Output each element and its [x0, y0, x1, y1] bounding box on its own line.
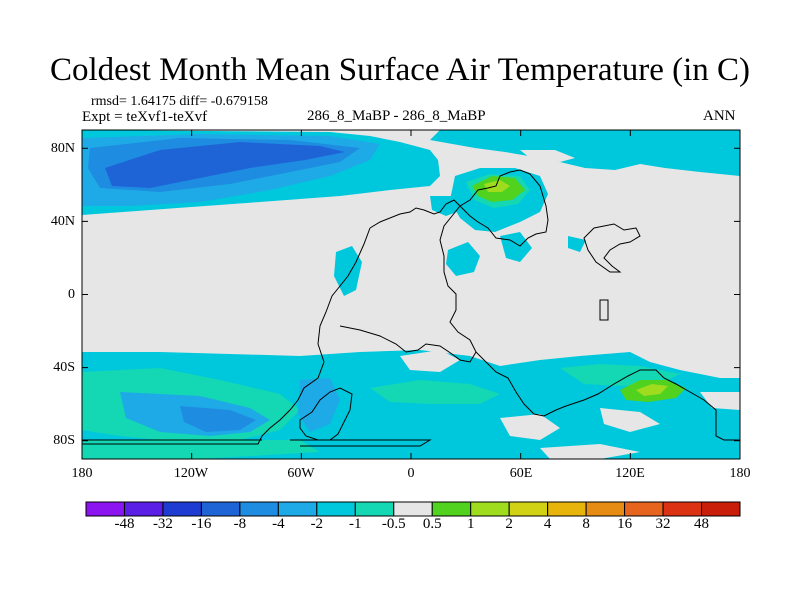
pacific-east-cyan-patch: [568, 236, 586, 252]
colorbar-label: 16: [617, 516, 633, 532]
colorbar-label: 4: [543, 516, 552, 532]
southern-light-blue-region: [120, 378, 340, 436]
eurasia-yellow-green-anomaly: [484, 180, 510, 192]
colorbar-swatch: [239, 501, 279, 517]
x-tick-label-120e: 120E: [615, 466, 645, 481]
x-tick-label-180w: 180: [71, 466, 93, 481]
colorbar-label: 48: [694, 516, 710, 532]
map-field: [82, 130, 740, 459]
colorbar-label: -8: [233, 516, 247, 532]
experiment-label: Expt = teXvf1-teXvf: [82, 109, 208, 125]
axis-ticks: [81, 130, 741, 459]
colorbar-label: -0.5: [381, 516, 406, 532]
x-tick-label-60e: 60E: [509, 466, 533, 481]
x-tick-label-180e: 180: [729, 466, 751, 481]
colorbar-swatch: [624, 501, 664, 517]
colorbar-label: -32: [152, 516, 173, 532]
colorbar-label: -2: [310, 516, 324, 532]
colorbar-label: -1: [349, 516, 362, 532]
colorbar-swatch: [431, 501, 472, 517]
antarctic-teal-strip: [82, 440, 320, 459]
colorbar-label: -4: [272, 516, 285, 532]
southern-blue-region: [180, 406, 256, 432]
arctic-east-cyan: [500, 144, 740, 166]
colorbar-swatch: [277, 501, 318, 517]
colorbar: [85, 501, 741, 517]
plot-title: Coldest Month Mean Surface Air Temperatu…: [50, 52, 750, 88]
colorbar-swatch: [316, 501, 356, 517]
colorbar-swatch: [508, 501, 549, 517]
colorbar-label: 8: [582, 516, 590, 532]
continent-outlines: [82, 169, 740, 447]
x-tick-label-60w: 60W: [287, 466, 315, 481]
colorbar-label: 0.5: [422, 516, 442, 532]
colorbar-label: -48: [114, 516, 135, 532]
y-tick-label-80S: 80S: [53, 433, 75, 448]
africa-cyan-patch: [446, 242, 480, 276]
northern-dark-blue-region: [105, 142, 345, 188]
y-tick-label-40N: 40N: [50, 214, 75, 229]
x-tick-label-120w: 120W: [173, 466, 209, 481]
colorbar-swatch: [162, 501, 202, 517]
colorbar-label: 1: [466, 516, 475, 532]
colorbar-swatch: [85, 501, 125, 517]
y-tick-label-40S: 40S: [53, 360, 75, 375]
colorbar-swatch: [200, 501, 241, 517]
colorbar-swatch: [662, 501, 703, 517]
north-pacific-cyan-patch: [430, 196, 462, 216]
y-tick-label-0: 0: [68, 287, 75, 302]
colorbar-swatch: [393, 501, 433, 517]
colorbar-label: 32: [655, 516, 671, 532]
colorbar-swatch: [470, 501, 510, 517]
colorbar-swatch: [547, 501, 587, 517]
colorbar-label: -16: [191, 516, 212, 532]
southern-yellow-green-anomaly: [636, 384, 668, 396]
atlantic-cyan-patch: [334, 246, 362, 296]
y-tick-label-80N: 80N: [50, 141, 75, 156]
colorbar-swatch: [354, 501, 395, 517]
colorbar-swatch: [585, 501, 626, 517]
arctic-neutral-patch: [520, 150, 575, 162]
colorbar-swatch: [123, 501, 164, 517]
x-tick-label-0: 0: [407, 466, 415, 481]
colorbar-swatch: [701, 501, 741, 517]
center-label: 286_8_MaBP - 286_8_MaBP: [307, 108, 486, 124]
colorbar-label: 2: [505, 516, 513, 532]
stats-label: rmsd= 1.64175 diff= -0.679158: [91, 94, 268, 109]
season-label: ANN: [703, 108, 736, 124]
southern-neutral-patches: [400, 350, 740, 459]
